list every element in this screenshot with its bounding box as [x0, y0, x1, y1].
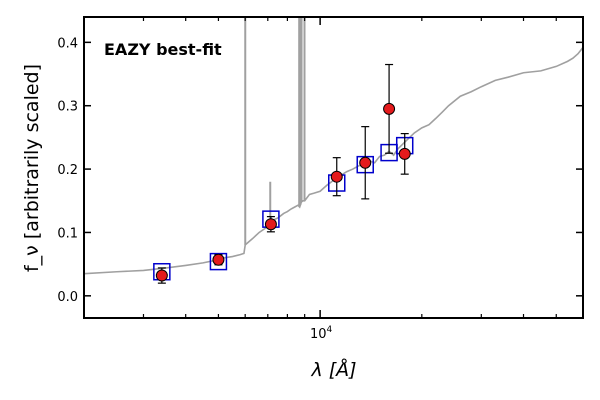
- x-axis-label: λ [Å]: [310, 358, 356, 381]
- plot-area: [84, 17, 583, 284]
- plot-frame: [83, 16, 584, 319]
- x-tick-label: 104: [310, 325, 333, 342]
- y-axis-label: f_ν [arbitrarily scaled]: [21, 64, 43, 272]
- y-tick-label: 0.0: [57, 290, 78, 305]
- y-tick-label: 0.2: [57, 163, 78, 178]
- template-group: [84, 17, 583, 275]
- y-tick-label: 0.4: [57, 36, 78, 51]
- observed-flux-point: [359, 156, 372, 169]
- observed-flux-point: [212, 253, 225, 266]
- axes: 0.0 0.1 0.2 0.3 0.4 104: [57, 17, 583, 342]
- y-tick-label: 0.3: [57, 100, 78, 115]
- observed-flux-point: [398, 147, 411, 160]
- chart-annotation: EAZY best-fit: [104, 40, 222, 59]
- observed-flux-point: [330, 170, 343, 183]
- observed-flux-point: [383, 102, 396, 115]
- observed-flux-point: [264, 218, 277, 231]
- template-spectrum-line: [84, 46, 583, 275]
- y-tick-label: 0.1: [57, 226, 78, 241]
- observed-flux-point: [155, 269, 168, 282]
- model-flux-box: [209, 252, 228, 271]
- x-tick-label-exponent: 4: [327, 325, 333, 335]
